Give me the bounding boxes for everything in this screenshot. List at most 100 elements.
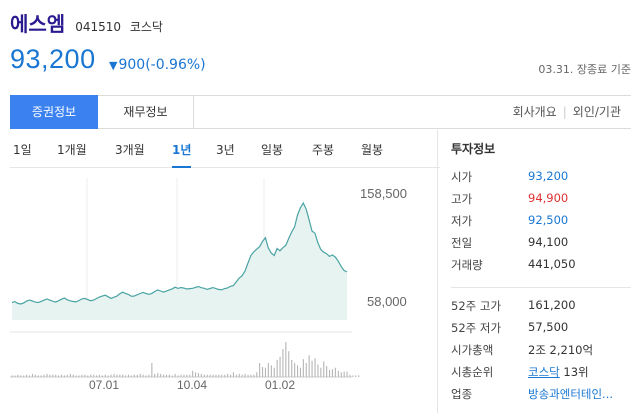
- tab-securities-info[interactable]: 증권정보: [10, 95, 98, 129]
- volume-bar: [297, 365, 299, 377]
- volume-bar: [119, 374, 121, 377]
- tab-financial-info[interactable]: 재무정보: [98, 95, 194, 129]
- volume-bar: [218, 374, 220, 377]
- volume-bar: [326, 366, 328, 377]
- market-rank-link[interactable]: 코스닥: [528, 365, 560, 379]
- period-weekly[interactable]: 주봉: [312, 143, 335, 157]
- period-3m[interactable]: 3개월: [115, 143, 145, 157]
- volume-bar: [323, 361, 325, 377]
- volume-bar: [165, 374, 167, 377]
- period-1m[interactable]: 1개월: [57, 143, 87, 157]
- volume-bar: [151, 363, 153, 377]
- industry-link[interactable]: 방송과엔터테인...: [528, 387, 614, 401]
- volume-bar: [58, 375, 60, 377]
- volume-bar: [145, 375, 147, 377]
- info-value: 코스닥 13위: [528, 364, 589, 380]
- price-change-value: 900(-0.96%): [118, 57, 206, 73]
- period-daily[interactable]: 일봉: [261, 143, 284, 157]
- volume-bar: [93, 374, 95, 377]
- volume-bar: [148, 374, 150, 377]
- volume-bar: [69, 373, 71, 377]
- volume-bar: [104, 374, 106, 377]
- volume-bar: [192, 370, 194, 377]
- info-value: 57,500: [528, 320, 569, 334]
- volume-bar: [264, 367, 266, 377]
- info-value: 2조 2,210억: [528, 343, 594, 357]
- volume-bar: [311, 360, 313, 377]
- volume-bar: [17, 374, 19, 377]
- volume-bar: [206, 374, 208, 377]
- volume-bar: [75, 375, 77, 377]
- info-label: 52주 저가: [451, 321, 502, 335]
- market-label: 코스닥: [129, 20, 163, 34]
- volume-bar: [276, 359, 278, 377]
- link-separator: |: [562, 105, 567, 119]
- volume-bar: [329, 370, 331, 377]
- volume-bar: [215, 374, 217, 377]
- volume-bar: [154, 373, 156, 377]
- volume-bar: [113, 373, 115, 377]
- price-change: ▼900(-0.96%): [109, 57, 206, 73]
- volume-bar: [250, 374, 252, 377]
- volume-bar: [241, 374, 243, 377]
- info-value: 92,500: [528, 213, 569, 227]
- volume-bar: [346, 371, 348, 377]
- volume-bar: [122, 374, 124, 377]
- volume-bar: [168, 374, 170, 377]
- period-1d[interactable]: 1일: [13, 143, 32, 157]
- rank-text: 13위: [559, 365, 589, 379]
- info-value: 441,050: [528, 257, 576, 271]
- price-area-fill: [12, 203, 347, 320]
- info-row-high: 고가 94,900: [451, 191, 631, 213]
- info-label: 시가총액: [451, 343, 494, 357]
- volume-bar: [66, 374, 68, 377]
- period-1y[interactable]: 1년: [172, 130, 192, 168]
- volume-bar: [98, 374, 100, 377]
- info-label: 시가: [451, 170, 473, 184]
- info-value: 94,900: [528, 191, 569, 205]
- info-row-cap-rank: 시총순위 코스닥 13위: [451, 364, 631, 386]
- volume-bar: [314, 358, 316, 377]
- info-row-market-cap: 시가총액 2조 2,210억: [451, 342, 631, 364]
- volume-bar: [26, 374, 28, 377]
- period-3y[interactable]: 3년: [216, 143, 235, 157]
- volume-bar: [247, 374, 249, 377]
- price-chart: 158,500 58,000 07.01 10.04 01.02: [10, 178, 407, 392]
- foreign-institution-link[interactable]: 외인/기관: [572, 105, 621, 119]
- volume-bar: [186, 374, 188, 377]
- volume-bar: [84, 374, 86, 377]
- stock-name[interactable]: 에스엠: [10, 12, 66, 36]
- volume-bar: [174, 373, 176, 377]
- volume-bar: [349, 374, 351, 377]
- volume-bar: [302, 359, 304, 377]
- volume-bar: [180, 374, 182, 377]
- period-selector: 1일 1개월 3개월 1년 3년 일봉 주봉 월봉: [10, 130, 440, 168]
- price-row: 93,200 ▼900(-0.96%) 03.31. 장종료 기준: [10, 44, 631, 80]
- x-tick-label: 07.01: [89, 378, 119, 392]
- volume-bar: [128, 374, 130, 377]
- info-row-52w-low: 52주 저가 57,500: [451, 320, 631, 342]
- volume-bar: [130, 375, 132, 377]
- volume-bar: [256, 372, 258, 377]
- info-value: 94,100: [528, 235, 569, 249]
- volume-bar: [23, 375, 25, 377]
- volume-bar: [212, 374, 214, 377]
- period-monthly[interactable]: 월봉: [361, 143, 384, 157]
- tab-links: 회사개요 | 외인/기관: [513, 96, 621, 128]
- volume-bar: [337, 370, 339, 377]
- volume-bar: [299, 367, 301, 377]
- volume-bar: [285, 342, 287, 377]
- info-label: 전일: [451, 236, 473, 250]
- volume-bar: [157, 373, 159, 377]
- volume-bar: [107, 375, 109, 377]
- volume-bar: [273, 367, 275, 377]
- stock-header: 에스엠 041510 코스닥: [10, 8, 163, 36]
- info-label: 거래량: [451, 258, 483, 272]
- volume-bar: [142, 374, 144, 377]
- volume-bar: [31, 373, 33, 377]
- info-row-prev-close: 전일 94,100: [451, 235, 631, 257]
- volume-bar: [279, 356, 281, 377]
- volume-bar: [230, 374, 232, 377]
- company-overview-link[interactable]: 회사개요: [512, 105, 557, 119]
- volume-bar: [305, 363, 307, 377]
